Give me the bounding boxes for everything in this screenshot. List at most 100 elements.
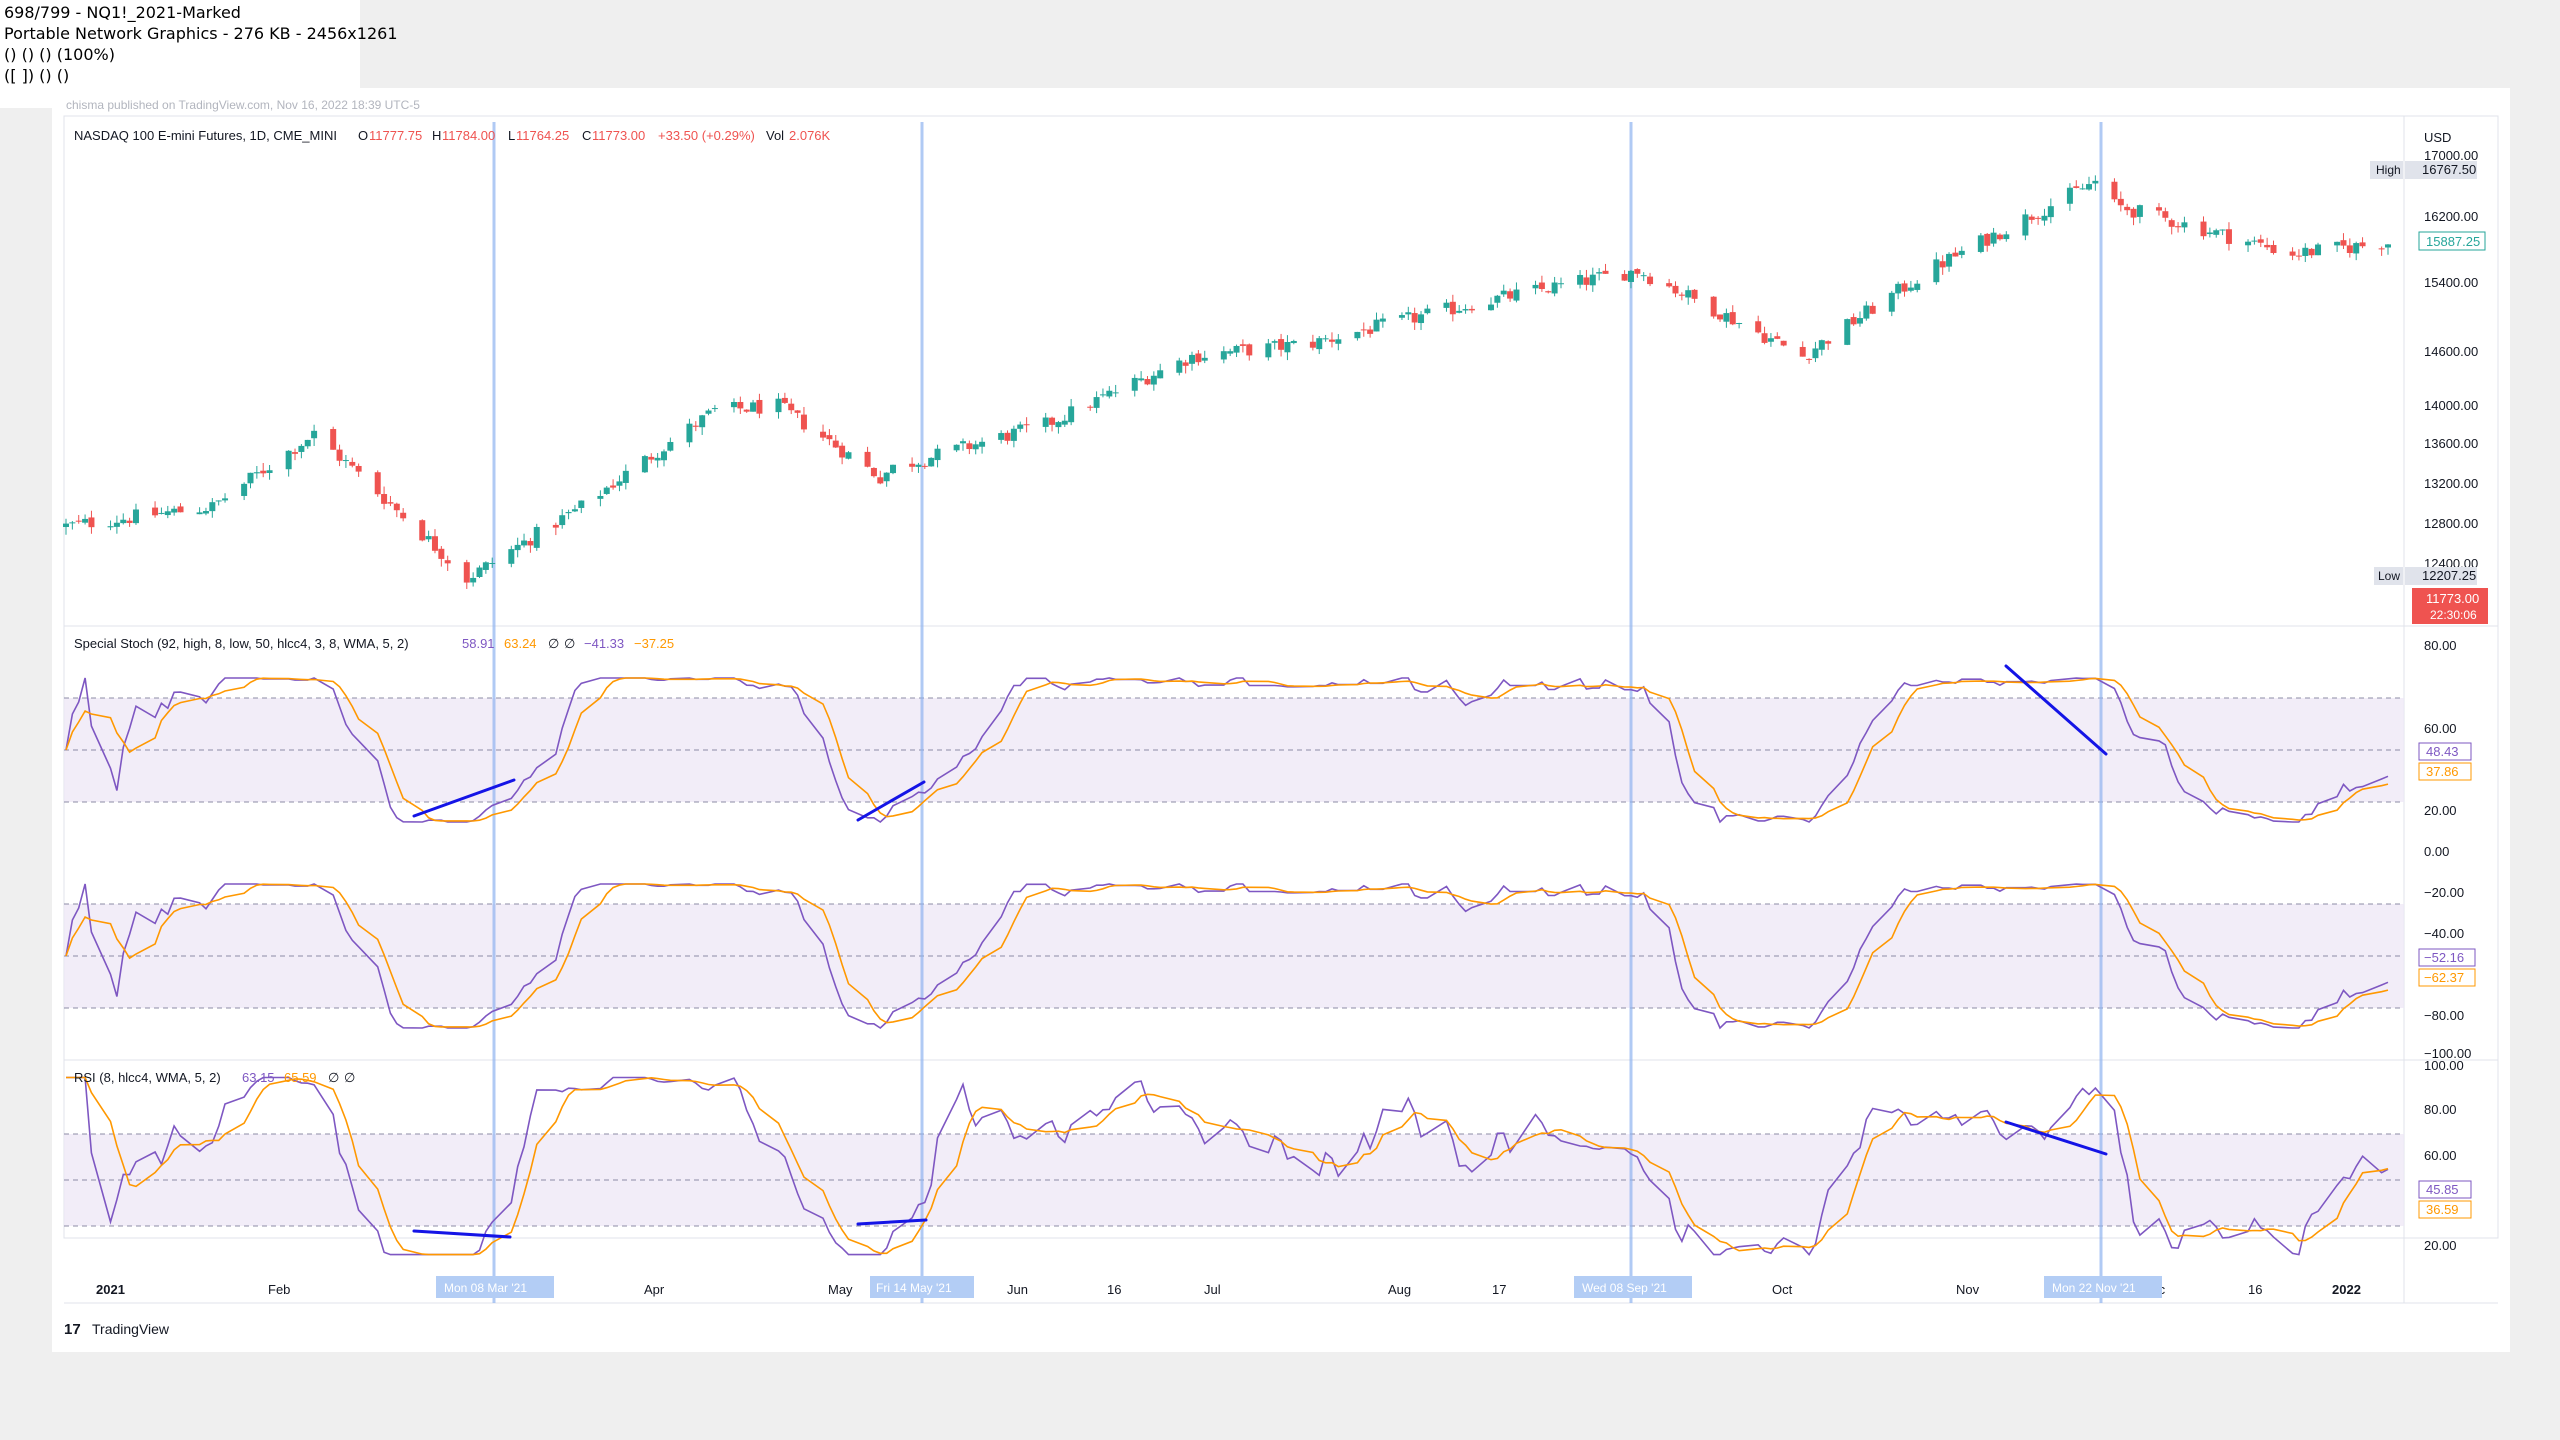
chart-canvas[interactable]: chisma published on TradingView.com, Nov…	[52, 88, 2510, 1352]
candle-up	[622, 470, 629, 483]
candle-up	[1017, 424, 1024, 429]
candle-up	[972, 444, 979, 450]
rsi-series	[66, 1076, 2389, 1256]
candle-down	[1182, 362, 1189, 366]
candle-down	[1278, 339, 1285, 350]
candle-down	[2257, 239, 2264, 243]
candle-up	[533, 526, 540, 548]
candle-down	[1666, 283, 1673, 287]
candle-up	[1532, 284, 1539, 289]
candle-up	[705, 410, 712, 414]
candle-up	[1010, 428, 1017, 441]
candle-up	[82, 518, 89, 523]
current-price-badge: 11773.00 22:30:06	[2412, 588, 2488, 624]
candle-down	[1825, 341, 1832, 344]
candle-up	[1055, 422, 1062, 428]
candle-up	[1112, 392, 1119, 394]
candle-down	[1602, 270, 1609, 274]
candle-down	[1328, 339, 1335, 342]
stoch-tick: 20.00	[2424, 803, 2457, 818]
candle-up	[1373, 319, 1380, 332]
price-axis[interactable]: USD 17000.00 16200.00 15400.00 14600.00 …	[2424, 130, 2478, 571]
price-tick: 13600.00	[2424, 436, 2478, 451]
high-value: 11784.00	[442, 128, 495, 143]
high-badge-value: 16767.50	[2422, 162, 2476, 177]
candle-down	[374, 472, 381, 495]
candle-down	[1360, 329, 1367, 331]
candle-down	[1545, 291, 1552, 293]
bar-countdown: 22:30:06	[2430, 608, 2477, 622]
candle-down	[1507, 291, 1514, 299]
candle-down	[1691, 289, 1698, 299]
candle-down	[2295, 255, 2302, 257]
candle-up	[1946, 253, 1953, 267]
candle-up	[482, 562, 489, 570]
candle-up	[1627, 270, 1634, 283]
candle-up	[775, 398, 782, 413]
candle-down	[2359, 242, 2366, 247]
rsi-badge-ma: 36.59	[2426, 1202, 2459, 1217]
stoch-axis[interactable]: 80.00 60.00 20.00 0.00 −20.00 −40.00 −80…	[2424, 638, 2471, 1061]
rsi-tick: 60.00	[2424, 1148, 2457, 1163]
candle-up	[1977, 235, 1984, 252]
candle-up	[571, 509, 578, 512]
candle-down	[1195, 353, 1202, 363]
candle-up	[247, 472, 254, 484]
candle-up	[63, 523, 69, 528]
candle-up	[2251, 240, 2258, 242]
stoch-badge-d2: −62.37	[2424, 970, 2464, 985]
price-tick: 13200.00	[2424, 476, 2478, 491]
stoch-tick: −80.00	[2424, 1008, 2464, 1023]
candle-up	[514, 544, 521, 551]
candle-down	[2073, 186, 2080, 188]
stoch-badges: 48.43 37.86 −52.16 −62.37	[2418, 742, 2476, 987]
published-credit: chisma published on TradingView.com, Nov…	[66, 98, 420, 112]
candle-up	[1513, 289, 1520, 301]
candle-up	[667, 441, 674, 451]
stoch-badge-k2: −52.16	[2424, 950, 2464, 965]
candle-up	[1131, 377, 1138, 391]
candle-down	[1239, 344, 1246, 346]
time-tick: Jul	[1204, 1282, 1221, 1297]
candle-down	[794, 410, 801, 413]
tradingview-brand: TradingView	[92, 1321, 170, 1337]
candle-down	[330, 429, 337, 450]
candle-down	[1799, 346, 1806, 357]
rsi-value-1: 63.15	[242, 1070, 275, 1085]
candle-up	[1557, 283, 1564, 285]
candle-up	[2206, 232, 2213, 235]
rsi-axis[interactable]: 100.00 80.00 60.00 20.00	[2424, 1058, 2464, 1253]
candle-down	[1984, 233, 1991, 246]
candle-down	[1023, 424, 1030, 426]
candle-down	[1449, 301, 1456, 315]
candle-down	[2175, 226, 2182, 228]
candle-down	[648, 456, 655, 460]
candle-up	[1685, 290, 1692, 298]
candle-down	[2289, 251, 2296, 256]
candle-down	[743, 409, 750, 412]
time-axis[interactable]: 2021 Feb 16 Apr May Jun 16 Jul Aug 17 Oc…	[96, 1282, 2361, 1297]
low-badge-value: 12207.25	[2422, 568, 2476, 583]
candle-up	[311, 430, 318, 439]
time-tick: 2021	[96, 1282, 125, 1297]
candle-up	[171, 508, 178, 513]
candle-down	[444, 560, 451, 564]
high-badge-label: High	[2376, 163, 2401, 177]
candle-up	[1958, 250, 1965, 255]
tradingview-logo[interactable]: 17 TradingView	[64, 1321, 170, 1338]
candle-down	[921, 465, 928, 467]
close-label: C	[582, 128, 591, 143]
candle-up	[2353, 243, 2360, 254]
price-tick: 14000.00	[2424, 398, 2478, 413]
candle-up	[2219, 229, 2226, 231]
candle-up	[222, 498, 229, 501]
viewer-extra: ([ ]) () ()	[4, 66, 70, 85]
candle-up	[1354, 331, 1361, 339]
candle-up	[476, 567, 483, 577]
candle-down	[2378, 248, 2385, 250]
stoch-tick: −20.00	[2424, 885, 2464, 900]
candle-up	[998, 433, 1005, 440]
stoch-legend: Special Stoch (92, high, 8, low, 50, hlc…	[74, 636, 674, 651]
rsi-tick: 80.00	[2424, 1102, 2457, 1117]
rsi-divergence-3	[2004, 1120, 2108, 1156]
